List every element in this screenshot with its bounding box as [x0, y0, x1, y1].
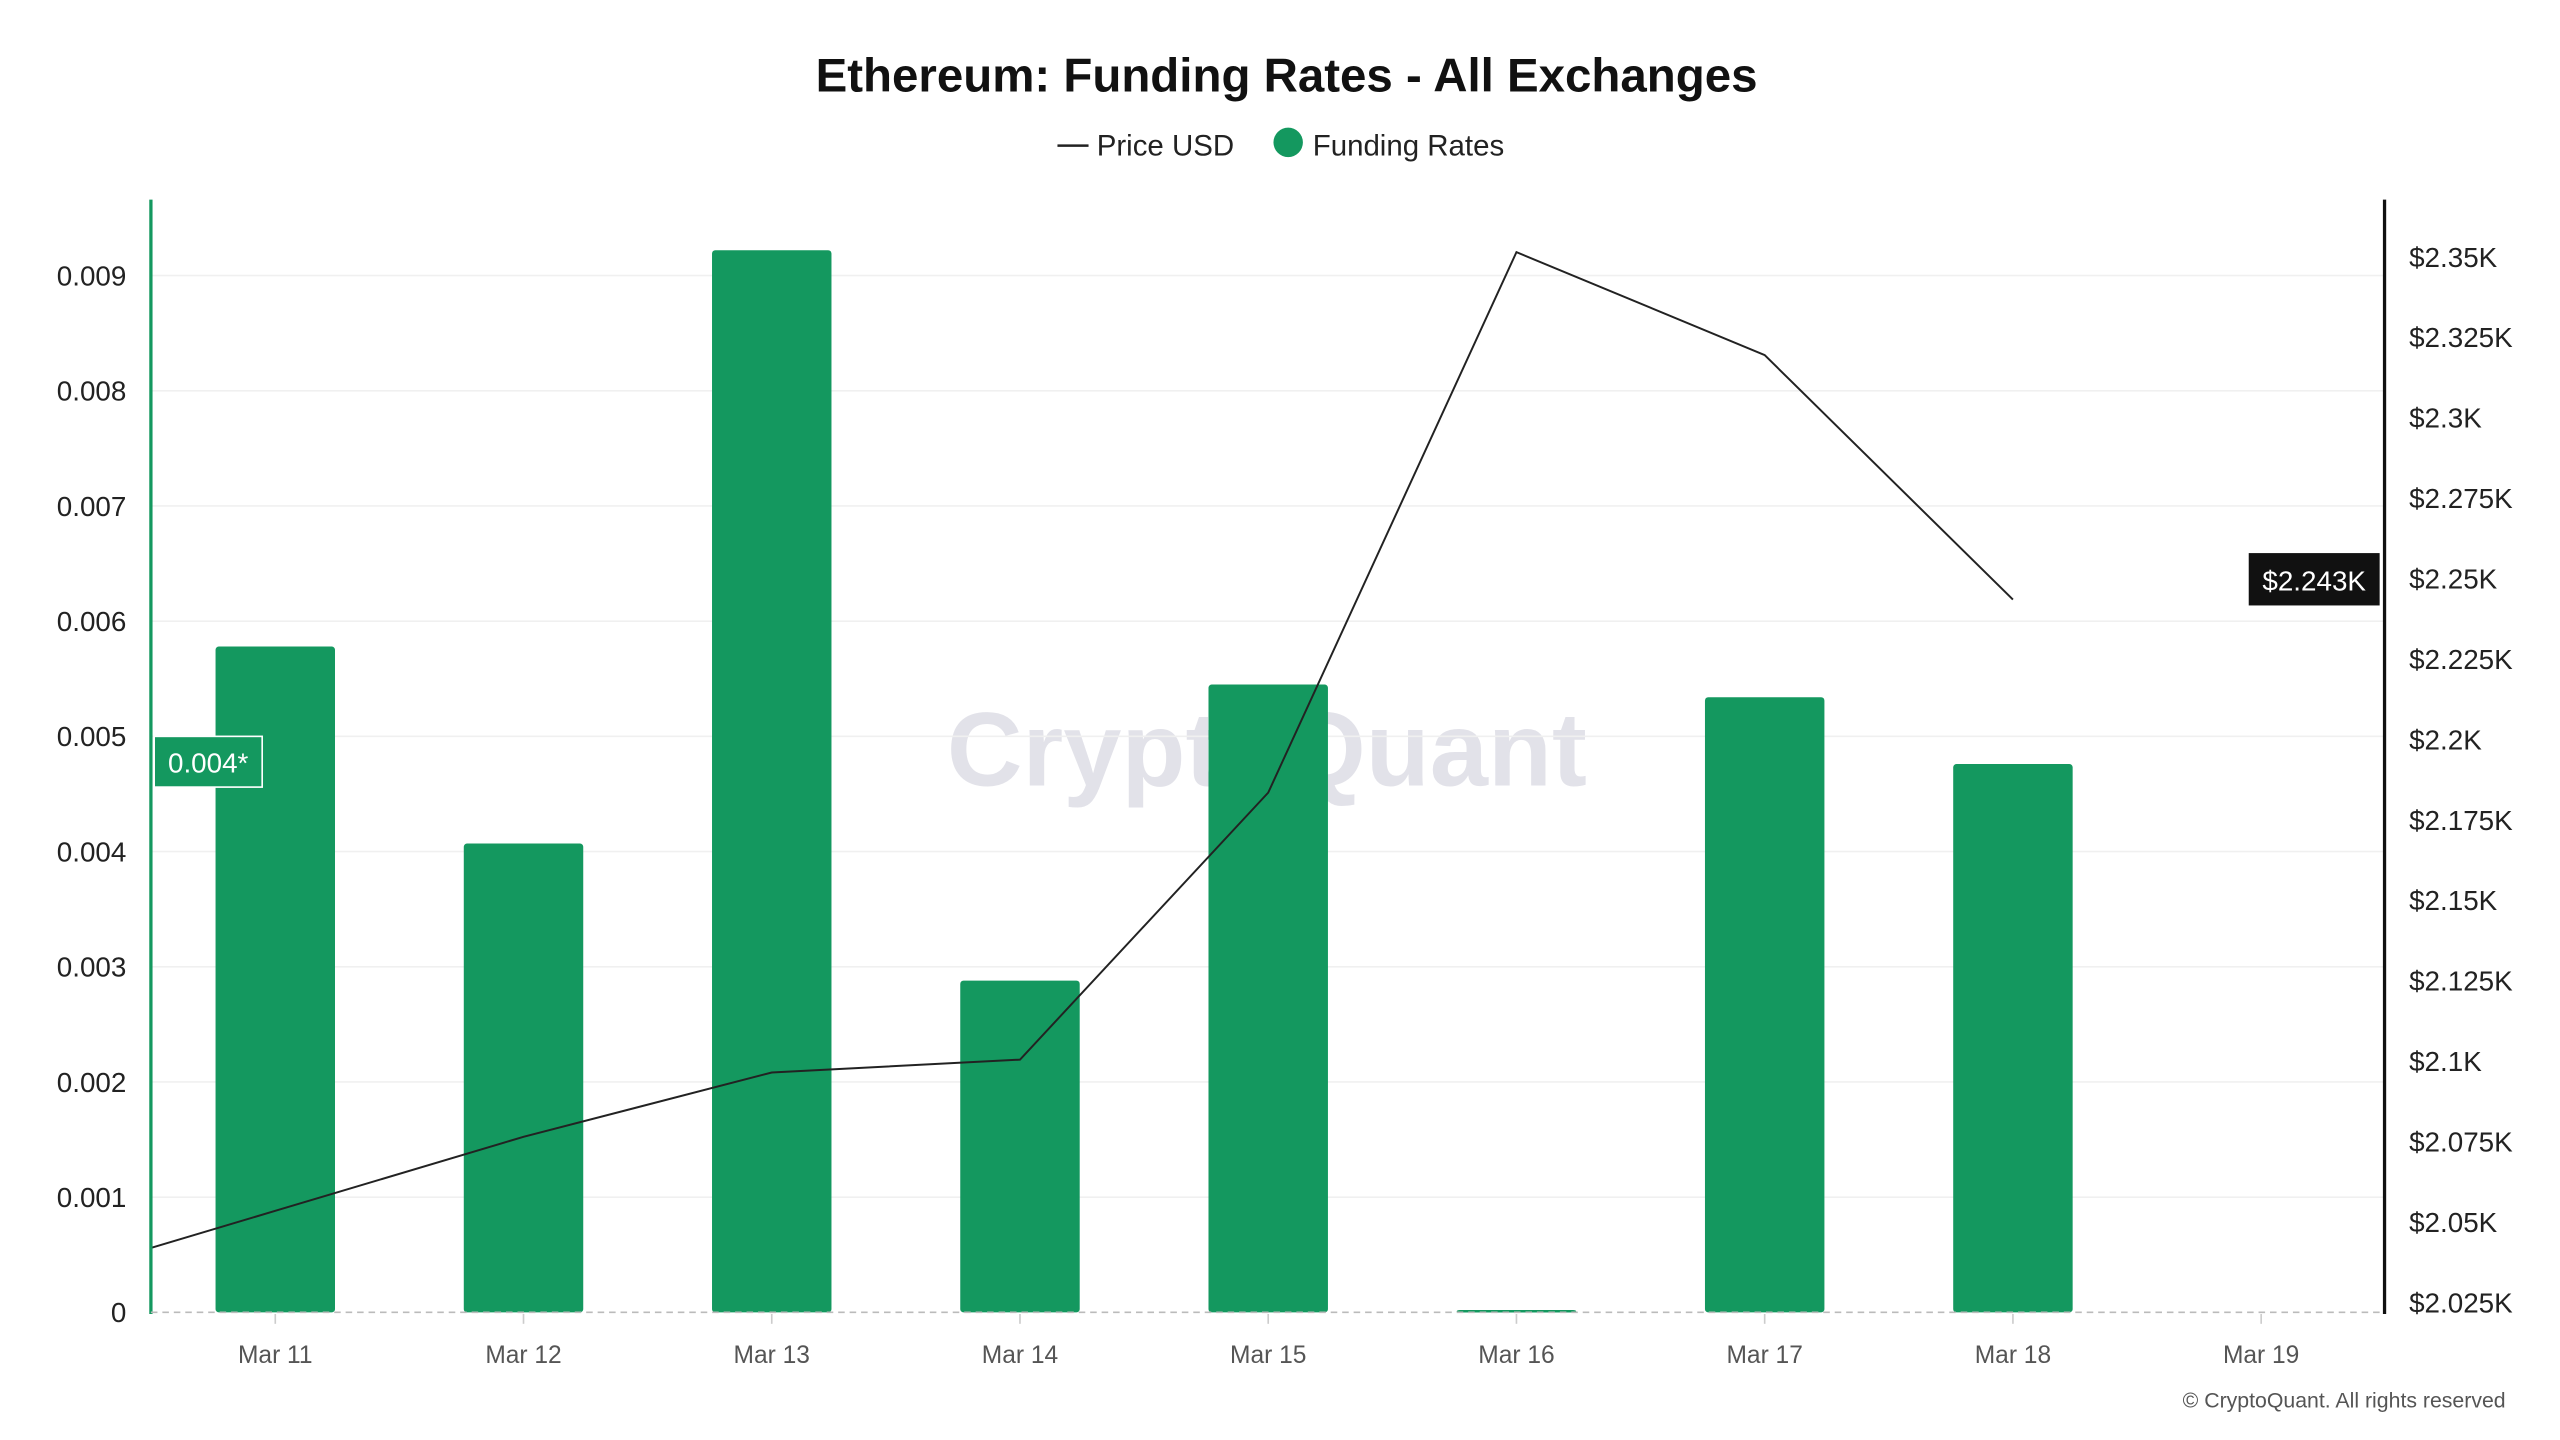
x-tick-label: Mar 15: [1230, 1342, 1306, 1369]
right-tick-label: $2.2K: [2409, 724, 2482, 755]
right-marker: $2.243K: [2248, 553, 2380, 606]
x-tick-label: Mar 13: [734, 1342, 810, 1369]
x-tick-label: Mar 12: [485, 1342, 561, 1369]
bars: [215, 250, 2073, 1313]
x-tick-label: Mar 18: [1975, 1342, 2051, 1369]
left-tick-label: 0.003: [57, 952, 127, 983]
legend-funding-dot-icon: [1273, 127, 1303, 158]
funding-rate-bar[interactable]: [463, 843, 584, 1313]
right-tick-label: $2.3K: [2409, 403, 2482, 434]
funding-rate-bar[interactable]: [215, 646, 335, 1313]
right-tick-label: $2.225K: [2409, 644, 2513, 675]
x-axis-ticks: Mar 11 Mar 12 Mar 13 Mar 14 Mar 15 Mar 16 Mar …: [238, 1314, 2299, 1369]
chart-title: Ethereum: Funding Rates - All Exchanges: [816, 50, 1758, 103]
right-tick-label: $2.25K: [2409, 564, 2498, 595]
right-tick-label: $2.1K: [2409, 1046, 2482, 1077]
funding-rate-bar[interactable]: [1704, 697, 1825, 1313]
left-tick-label: 0.004: [57, 836, 127, 867]
x-tick-label: Mar 14: [982, 1342, 1058, 1369]
left-marker: 0.004*: [153, 735, 263, 788]
right-tick-label: $2.05K: [2409, 1207, 2498, 1238]
right-tick-label: $2.175K: [2409, 805, 2513, 836]
right-marker-label: $2.243K: [2262, 566, 2366, 597]
funding-rate-bar[interactable]: [1456, 1310, 1577, 1313]
left-tick-label: 0.009: [57, 260, 127, 291]
price-line-path: [150, 250, 2014, 1249]
left-tick-label: 0.006: [57, 606, 127, 637]
left-axis-ticks: 0 0.001 0.002 0.003 0.004 0.005 0.006 0.007 0.00…: [57, 260, 127, 1328]
x-tick-label: Mar 17: [1727, 1342, 1803, 1369]
left-tick-label: 0.005: [57, 721, 127, 752]
left-tick-label: 0: [111, 1297, 126, 1328]
left-tick-label: 0.002: [57, 1067, 127, 1098]
right-tick-label: $2.15K: [2409, 885, 2498, 916]
legend: Price USD Funding Rates: [1057, 127, 1504, 162]
copyright: © CryptoQuant. All rights reserved: [2183, 1388, 2506, 1412]
legend-funding-label[interactable]: Funding Rates: [1313, 129, 1504, 162]
right-tick-label: $2.325K: [2409, 322, 2513, 353]
funding-rate-bar[interactable]: [1953, 764, 2073, 1313]
left-tick-label: 0.001: [57, 1182, 127, 1213]
left-marker-label: 0.004*: [168, 747, 249, 778]
right-tick-label: $2.075K: [2409, 1127, 2513, 1158]
x-tick-label: Mar 11: [238, 1342, 313, 1369]
right-tick-label: $2.125K: [2409, 966, 2513, 997]
funding-rate-bar[interactable]: [960, 980, 1080, 1313]
right-axis-ticks: $2.025K $2.05K $2.075K $2.1K $2.125K $2.15K $2…: [2409, 242, 2513, 1319]
x-tick-label: Mar 16: [1478, 1342, 1554, 1369]
legend-price-label[interactable]: Price USD: [1097, 129, 1234, 162]
funding-rate-bar[interactable]: [1208, 684, 1328, 1313]
right-tick-label: $2.275K: [2409, 483, 2513, 514]
x-tick-label: Mar 19: [2223, 1342, 2299, 1369]
funding-rate-bar[interactable]: [712, 250, 832, 1313]
right-tick-label: $2.35K: [2409, 242, 2498, 273]
left-tick-label: 0.007: [57, 491, 127, 522]
right-tick-label: $2.025K: [2409, 1287, 2513, 1318]
left-tick-label: 0.008: [57, 376, 127, 407]
price-line: [150, 250, 2014, 1249]
